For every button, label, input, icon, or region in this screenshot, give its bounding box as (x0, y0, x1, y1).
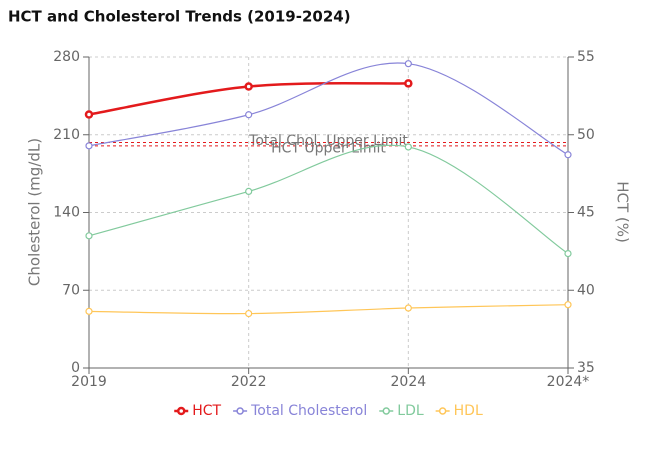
data-point (245, 111, 253, 119)
x-tick-label: 2019 (71, 374, 107, 390)
data-point (84, 110, 94, 119)
data-point (85, 232, 93, 240)
reference-label: Total Chol. Upper Limit (248, 133, 408, 149)
legend-marker (438, 407, 447, 415)
y2-axis-title: HCT (%) (614, 181, 632, 243)
data-point (245, 309, 253, 318)
data-point (404, 60, 412, 68)
series-line (88, 62, 569, 156)
y-tick-label: 140 (53, 205, 80, 221)
chart-title: HCT and Cholesterol Trends (2019-2024) (8, 8, 351, 26)
data-point (404, 304, 412, 312)
data-point (85, 142, 93, 150)
series-line (88, 144, 569, 255)
data-point (404, 79, 413, 88)
legend-marker (382, 407, 391, 415)
y2-tick-label: 45 (577, 205, 595, 221)
x-tick-label: 2024* (547, 374, 590, 390)
x-tick-label: 2022 (231, 374, 267, 390)
series-line (88, 304, 569, 315)
y-tick-label: 0 (71, 360, 80, 376)
y2-tick-label: 50 (577, 127, 595, 143)
x-tick-label: 2024 (391, 374, 427, 390)
y-axis-title: Cholesterol (mg/dL) (26, 138, 44, 286)
data-point (564, 301, 572, 309)
legend-marker (236, 407, 244, 415)
y-tick-label: 70 (62, 282, 80, 298)
reference-label: HCT Upper Limit (271, 141, 386, 157)
legend-label: HDL (454, 403, 483, 419)
legend-item: Total Cholesterol (233, 403, 367, 419)
data-point (404, 143, 412, 151)
legend-item: HCT (174, 403, 222, 419)
legend-item: HDL (435, 403, 483, 419)
data-point (564, 151, 572, 159)
legend-marker (176, 406, 186, 416)
data-point (245, 187, 253, 195)
y2-tick-label: 35 (577, 360, 595, 376)
data-point (244, 82, 253, 91)
legend-label: Total Cholesterol (250, 403, 367, 419)
legend-item: LDL (379, 403, 424, 419)
legend-label: HCT (192, 403, 221, 419)
data-point (85, 307, 93, 315)
legend-label: LDL (397, 403, 424, 419)
y2-tick-label: 55 (577, 49, 595, 65)
data-point (564, 249, 572, 258)
y-tick-label: 280 (53, 49, 80, 65)
y2-tick-label: 40 (577, 282, 595, 298)
y-tick-label: 210 (53, 127, 80, 143)
